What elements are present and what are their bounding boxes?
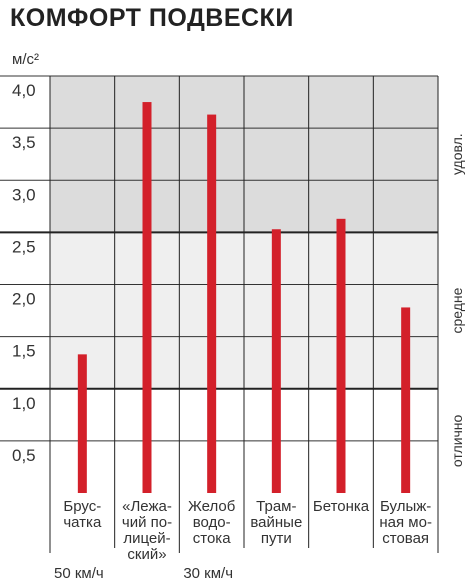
category-label-0-line-0: Брус- <box>63 498 101 515</box>
zone-label-0: удовл. <box>449 133 465 175</box>
bar-3 <box>271 229 281 493</box>
chart-title: КОМФОРТ ПОДВЕСКИ <box>10 4 294 32</box>
category-label-3-line-1: вайные <box>250 514 302 531</box>
category-label-3-line-0: Трам- <box>256 498 296 515</box>
bar-1 <box>142 102 152 493</box>
y-tick-label-5: 1,5 <box>12 342 36 361</box>
y-tick-label-3: 2,5 <box>12 237 36 256</box>
category-label-2-line-1: водо- <box>193 514 231 531</box>
labels-layer: удовл. средне отлично 4,0 3,5 3,0 2,5 2,0 1,5 1,0… <box>12 51 465 582</box>
category-label-1-line-3: ский» <box>127 546 166 563</box>
bar-5 <box>401 307 411 493</box>
speed-group-label-0: 50 км/ч <box>54 565 104 582</box>
grid-layer <box>0 75 438 442</box>
category-label-5-line-2: стовая <box>382 530 429 547</box>
separators-layer <box>49 76 439 553</box>
zone-label-1: средне <box>449 287 465 333</box>
category-label-3-line-2: пути <box>261 530 292 547</box>
bars-layer <box>77 102 411 493</box>
y-tick-label-4: 2,0 <box>12 290 36 309</box>
category-label-2-line-0: Желоб <box>188 498 235 515</box>
category-label-1-line-0: «Лежа- <box>122 498 172 515</box>
category-label-2-line-2: стока <box>193 530 231 547</box>
bar-0 <box>77 354 87 493</box>
speed-group-label-1: 30 км/ч <box>183 565 233 582</box>
category-label-4-line-0: Бетонка <box>313 498 370 515</box>
bar-2 <box>207 114 217 493</box>
y-tick-label-1: 3,5 <box>12 133 36 152</box>
bar-4 <box>336 218 346 493</box>
zone-label-2: отлично <box>449 414 465 467</box>
y-tick-label-2: 3,0 <box>12 185 36 204</box>
y-tick-label-7: 0,5 <box>12 446 36 465</box>
category-label-0-line-1: чатка <box>63 514 102 531</box>
y-tick-label-0: 4,0 <box>12 81 36 100</box>
category-label-5-line-1: ная мо- <box>379 514 432 531</box>
category-label-5-line-0: Булыж- <box>380 498 431 515</box>
category-label-1-line-1: чий по- <box>122 514 172 531</box>
category-label-1-line-2: лицей- <box>123 530 170 547</box>
y-axis-unit: м/с² <box>12 51 39 68</box>
y-tick-label-6: 1,0 <box>12 394 36 413</box>
